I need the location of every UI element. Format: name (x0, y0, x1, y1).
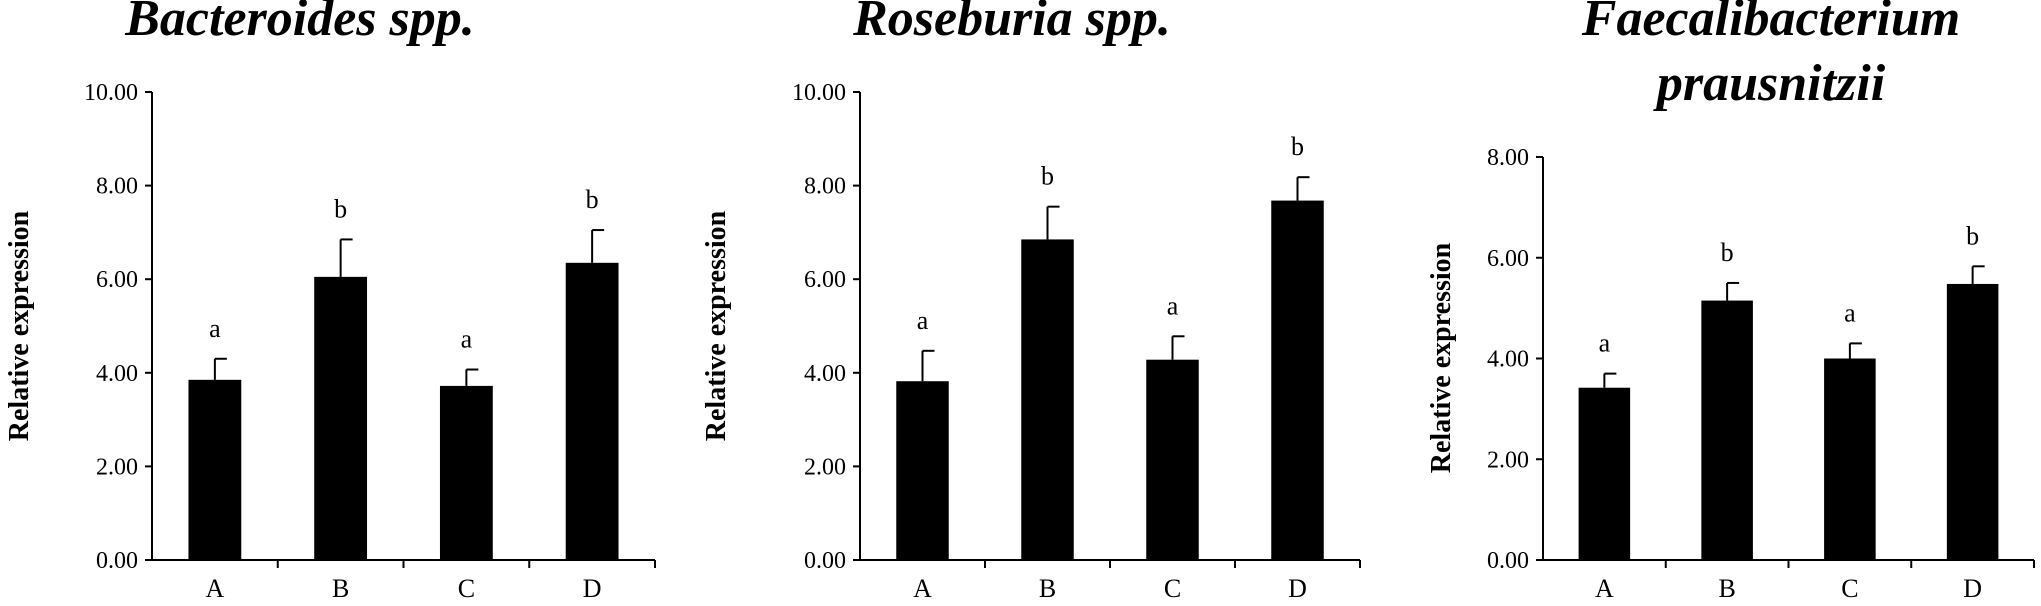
bar (1021, 239, 1074, 561)
bar (1946, 283, 1999, 560)
bar (1146, 359, 1199, 560)
x-category-label: B (1718, 574, 1735, 603)
y-tick-label: 2.00 (804, 454, 846, 480)
significance-label: b (334, 194, 347, 223)
y-axis-label: Relative expression (1426, 242, 1457, 473)
x-category-label: A (1595, 574, 1614, 603)
y-tick-label: 0.00 (804, 548, 846, 574)
y-tick-label: 10.00 (792, 80, 846, 106)
significance-label: a (209, 314, 221, 343)
chart-title: Bacteroides spp. (124, 0, 475, 47)
significance-label: a (461, 325, 473, 354)
significance-label: b (1721, 238, 1734, 267)
significance-label: a (1167, 291, 1179, 320)
y-tick-label: 8.00 (96, 174, 138, 200)
significance-label: a (1844, 298, 1856, 327)
bar (565, 262, 619, 560)
y-tick-label: 0.00 (1487, 548, 1529, 574)
bar (1701, 300, 1753, 560)
bar (1824, 358, 1876, 560)
x-category-label: B (1039, 574, 1056, 603)
y-axis-label: Relative expression (701, 210, 732, 441)
y-tick-label: 0.00 (96, 548, 138, 574)
bar (896, 381, 949, 560)
y-tick-label: 6.00 (96, 267, 138, 293)
y-tick-label: 8.00 (804, 174, 846, 200)
x-category-label: D (1963, 574, 1982, 603)
significance-label: b (1041, 162, 1054, 191)
bar (188, 379, 242, 560)
significance-label: b (586, 185, 599, 214)
bar (1578, 387, 1631, 560)
chart-title: Roseburia spp. (852, 0, 1171, 47)
y-tick-label: 4.00 (804, 361, 846, 387)
bar (439, 385, 493, 560)
x-category-label: B (332, 574, 349, 603)
significance-label: a (1599, 329, 1611, 358)
significance-label: b (1966, 221, 1979, 250)
significance-label: a (917, 306, 929, 335)
x-category-label: A (913, 574, 932, 603)
x-category-label: D (1288, 574, 1307, 603)
x-category-label: C (458, 574, 475, 603)
x-category-label: A (205, 574, 224, 603)
y-tick-label: 2.00 (1487, 447, 1529, 473)
chart-title: Faecalibacterium (1581, 0, 1960, 47)
y-tick-label: 4.00 (96, 361, 138, 387)
x-category-label: C (1164, 574, 1181, 603)
chart-panel-bacteroides: Bacteroides spp. 0.00 2.00 4.00 6.00 8.00 10.0… (4, 0, 656, 603)
y-tick-label: 4.00 (1487, 347, 1529, 373)
y-tick-label: 6.00 (1487, 246, 1529, 272)
y-tick-label: 6.00 (804, 267, 846, 293)
y-axis-label: Relative expression (4, 210, 35, 441)
chart-panel-roseburia: Roseburia spp. 0.00 2.00 4.00 6.00 8.00 10.00 R… (701, 0, 1361, 603)
significance-label: b (1291, 132, 1304, 161)
y-tick-label: 8.00 (1487, 145, 1529, 171)
x-category-label: C (1841, 574, 1858, 603)
bar (314, 276, 368, 560)
y-tick-label: 10.00 (84, 80, 138, 106)
bar (1271, 200, 1324, 561)
chart-title: prausnitzii (1653, 55, 1886, 112)
y-tick-label: 2.00 (96, 454, 138, 480)
chart-panel-faecalibacterium: Faecalibacterium prausnitzii 0.00 2.00 4.00 6… (1426, 0, 2035, 603)
x-category-label: D (583, 574, 602, 603)
